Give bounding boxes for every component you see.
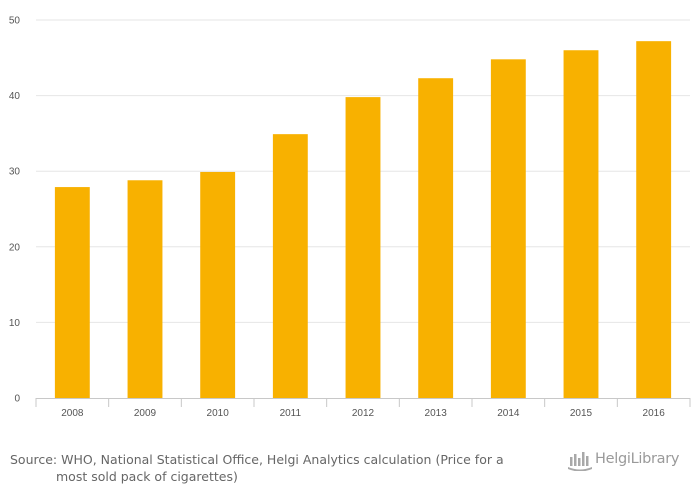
y-tick-label: 50 <box>9 16 21 27</box>
x-tick-label: 2013 <box>425 408 448 419</box>
bar <box>200 171 236 398</box>
bar-chart: 0 10 20 30 40 50 2008 2009 2010 2011 2012 2013 2014… <box>9 16 691 419</box>
source-prefix: Source: <box>10 452 58 467</box>
helgilibrary-logo: HelgiLibrary <box>567 448 695 472</box>
bar <box>563 50 599 399</box>
y-tick-label: 30 <box>9 167 21 178</box>
x-axis-tick-labels: 2008 2009 2010 2011 2012 2013 2014 2015 2016 <box>61 408 665 419</box>
helgilibrary-logo-icon <box>568 452 592 471</box>
x-tick-label: 2011 <box>280 408 302 419</box>
helgilibrary-logo-text: HelgiLibrary <box>595 451 680 467</box>
y-tick-label: 10 <box>9 318 21 329</box>
x-tick-label: 2009 <box>134 408 157 419</box>
bar <box>345 97 381 398</box>
y-tick-label: 0 <box>14 394 20 405</box>
source-text-line-2: most sold pack of cigarettes) <box>56 469 238 484</box>
bars <box>54 41 672 399</box>
bar <box>272 134 308 398</box>
x-tick-label: 2010 <box>207 408 230 419</box>
x-tick-label: 2016 <box>643 408 666 419</box>
source-note: Source: WHO, National Statistical Office… <box>10 451 550 485</box>
x-axis <box>35 398 691 407</box>
bar <box>490 59 526 398</box>
bar <box>54 187 90 398</box>
source-text-line-1: WHO, National Statistical Office, Helgi … <box>61 452 504 467</box>
x-tick-label: 2014 <box>497 408 520 419</box>
bar <box>127 180 163 398</box>
y-axis-tick-labels: 0 10 20 30 40 50 <box>9 16 21 405</box>
source-line-1: Source: WHO, National Statistical Office… <box>10 451 550 468</box>
y-tick-label: 20 <box>9 242 21 253</box>
bar <box>636 41 672 398</box>
y-tick-label: 40 <box>9 91 21 102</box>
x-tick-label: 2015 <box>570 408 593 419</box>
x-tick-label: 2012 <box>352 408 375 419</box>
x-tick-label: 2008 <box>61 408 84 419</box>
bar <box>418 78 454 398</box>
